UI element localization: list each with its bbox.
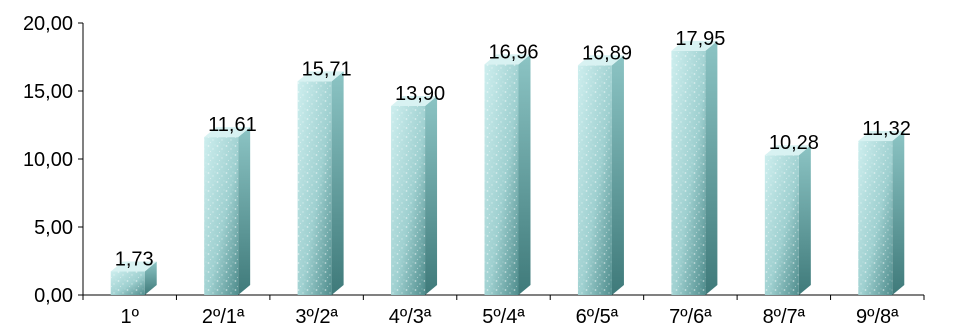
bar-value-label: 11,32 — [862, 118, 911, 140]
x-tick-label: 6º/5ª — [576, 306, 619, 328]
bar-side-face — [238, 127, 250, 295]
bar-side-face — [799, 145, 811, 295]
bar-texture — [765, 155, 799, 295]
x-tick-label: 9º/8ª — [856, 306, 899, 328]
bar — [485, 54, 531, 295]
bar-value-label: 10,28 — [769, 132, 819, 154]
bar — [765, 145, 811, 295]
bar-value-label: 1,73 — [115, 248, 154, 270]
bar-texture — [204, 137, 238, 295]
bar-texture — [391, 106, 425, 295]
bar-value-label: 16,89 — [582, 42, 632, 64]
bar-side-face — [332, 71, 344, 295]
bar-value-label: 13,90 — [395, 83, 445, 105]
bar — [858, 131, 904, 295]
bar — [204, 127, 250, 295]
bar — [391, 96, 437, 295]
bar-texture — [858, 141, 892, 295]
bar-side-face — [705, 41, 717, 295]
bar-side-face — [612, 55, 624, 295]
x-tick-label: 1º — [121, 306, 140, 328]
y-tick-label: 10,00 — [23, 149, 73, 171]
bar-texture — [485, 64, 519, 295]
y-tick-label: 0,00 — [34, 285, 73, 307]
bar-side-face — [519, 54, 531, 295]
y-tick-label: 15,00 — [23, 81, 73, 103]
bar-texture — [578, 65, 612, 295]
x-tick-label: 8º/7ª — [763, 306, 806, 328]
bar — [671, 41, 717, 295]
bar-texture — [298, 81, 332, 295]
y-tick-label: 20,00 — [23, 13, 73, 35]
y-tick-label: 5,00 — [34, 217, 73, 239]
bar — [298, 71, 344, 295]
bar-side-face — [425, 96, 437, 295]
x-tick-label: 5º/4ª — [482, 306, 525, 328]
x-tick-label: 2º/1ª — [202, 306, 245, 328]
x-tick-label: 7º/6ª — [669, 306, 712, 328]
bar — [578, 55, 624, 295]
bar-side-face — [892, 131, 904, 295]
bar-texture — [111, 271, 145, 295]
bar-value-label: 17,95 — [675, 28, 725, 50]
bar-value-label: 15,71 — [302, 58, 352, 80]
bar-value-label: 11,61 — [208, 114, 257, 136]
bar-texture — [671, 51, 705, 295]
bar-value-label: 16,96 — [489, 41, 539, 63]
bars-layer — [111, 41, 905, 295]
x-tick-label: 4º/3ª — [389, 306, 432, 328]
x-tick-label: 3º/2ª — [295, 306, 338, 328]
